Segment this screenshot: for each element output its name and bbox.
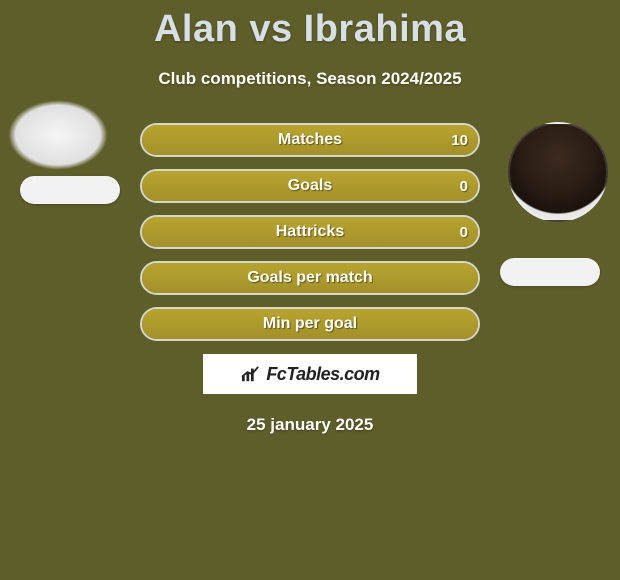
player-right-chip xyxy=(500,258,600,286)
chart-icon xyxy=(240,365,262,383)
brand-text: FcTables.com xyxy=(266,364,379,385)
stat-label: Matches xyxy=(278,131,342,149)
stat-value-right: 0 xyxy=(460,178,468,195)
page-title: Alan vs Ibrahima xyxy=(0,0,620,51)
stat-value-right: 0 xyxy=(460,224,468,241)
stat-row-goals: Goals 0 xyxy=(140,169,480,203)
player-left-avatar xyxy=(8,100,108,170)
subtitle: Club competitions, Season 2024/2025 xyxy=(0,69,620,89)
stat-value-right: 10 xyxy=(451,132,468,149)
player-right-avatar xyxy=(508,122,608,222)
stat-row-hattricks: Hattricks 0 xyxy=(140,215,480,249)
stat-label: Goals per match xyxy=(247,269,372,287)
stat-label: Hattricks xyxy=(276,223,344,241)
stat-row-matches: Matches 10 xyxy=(140,123,480,157)
stat-row-min-per-goal: Min per goal xyxy=(140,307,480,341)
stat-label: Min per goal xyxy=(263,315,357,333)
brand-box: FcTables.com xyxy=(202,353,418,395)
stat-row-goals-per-match: Goals per match xyxy=(140,261,480,295)
player-left-chip xyxy=(20,176,120,204)
stats-panel: Matches 10 Goals 0 Hattricks 0 Goals per… xyxy=(140,123,480,341)
stat-label: Goals xyxy=(288,177,332,195)
date-text: 25 january 2025 xyxy=(0,415,620,435)
